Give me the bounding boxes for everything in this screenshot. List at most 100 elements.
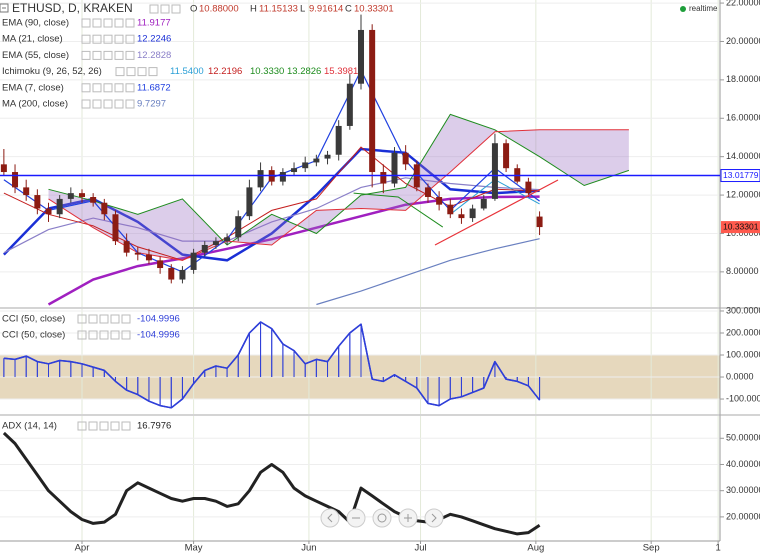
legend-control[interactable]	[160, 4, 170, 14]
indicator-value: 15.3981	[324, 66, 358, 77]
legend-control[interactable]	[99, 330, 109, 340]
zoom-controls	[320, 508, 444, 528]
legend-control[interactable]	[99, 421, 109, 431]
ichimoku-cloud	[48, 114, 629, 261]
candle-body	[503, 143, 510, 169]
legend-control[interactable]	[103, 99, 113, 109]
legend-control[interactable]	[110, 330, 120, 340]
legend-control[interactable]	[149, 4, 159, 14]
cci-pane	[0, 309, 720, 414]
legend-control[interactable]	[77, 330, 87, 340]
indicator-value: 10.3330	[250, 66, 284, 77]
scroll-right-button[interactable]	[424, 508, 444, 528]
legend-control[interactable]	[114, 34, 124, 44]
legend-control[interactable]	[126, 67, 136, 77]
legend-control[interactable]	[92, 50, 102, 60]
reset-button[interactable]	[372, 508, 392, 528]
legend-control[interactable]	[121, 314, 131, 324]
last-price-label: 10.33301	[723, 221, 759, 231]
candle-body	[480, 198, 487, 209]
legend-control[interactable]	[114, 83, 124, 93]
y-tick-label: 20.00000	[726, 36, 760, 46]
legend-control[interactable]	[121, 421, 131, 431]
candle-body	[78, 193, 85, 197]
legend-control[interactable]	[103, 50, 113, 60]
y-tick-label: 8.00000	[726, 266, 759, 276]
legend-control[interactable]	[92, 34, 102, 44]
y-tick-label: 14.00000	[726, 151, 760, 161]
legend-control[interactable]	[125, 34, 135, 44]
legend-control[interactable]	[88, 421, 98, 431]
legend-control[interactable]	[114, 99, 124, 109]
candle-body	[358, 29, 365, 84]
indicator-line	[3, 177, 540, 254]
ohlc-key: L	[300, 4, 305, 15]
ichimoku-line	[48, 129, 629, 261]
legend-control[interactable]	[114, 50, 124, 60]
axes: 22.0000020.0000018.0000016.0000014.00000…	[75, 0, 760, 553]
y-tick-label: 40.00000	[726, 459, 760, 469]
y-tick-label: -100.0000	[726, 393, 760, 403]
legend-control[interactable]	[121, 330, 131, 340]
legend-control[interactable]	[81, 34, 91, 44]
candle-body	[0, 164, 7, 173]
icon	[431, 513, 437, 523]
candle-body	[56, 198, 63, 215]
indicator-name: EMA (90, close)	[2, 18, 69, 29]
candle-body	[212, 241, 219, 245]
legend-control[interactable]	[125, 50, 135, 60]
trend-line[interactable]	[434, 179, 559, 246]
collapse-icon[interactable]	[0, 3, 9, 13]
price-axis-area	[720, 0, 760, 553]
legends: ETHUSD, D, KRAKEN realtime O 10.88000 H 11.…	[0, 1, 718, 432]
legend-control[interactable]	[115, 67, 125, 77]
legend-control[interactable]	[125, 18, 135, 28]
candle-body	[34, 195, 41, 209]
legend-control[interactable]	[137, 67, 147, 77]
legend-control[interactable]	[92, 18, 102, 28]
x-tick-label: May	[185, 543, 203, 553]
legend-control[interactable]	[125, 99, 135, 109]
legend-control[interactable]	[171, 4, 181, 14]
legend-control[interactable]	[92, 99, 102, 109]
legend-control[interactable]	[125, 83, 135, 93]
candle-body	[424, 187, 431, 197]
legend-control[interactable]	[99, 314, 109, 324]
legend-control[interactable]	[88, 314, 98, 324]
ichimoku-line	[353, 192, 444, 228]
candle-body	[134, 252, 141, 255]
candle-body	[235, 216, 242, 238]
candle-body	[224, 237, 231, 242]
y-tick-label: 0.0000	[726, 371, 754, 381]
candle-body	[279, 172, 286, 182]
indicator-value: 11.5400	[170, 66, 204, 77]
legend-control[interactable]	[114, 18, 124, 28]
ohlc-value: 9.91614	[309, 4, 343, 15]
legend-control[interactable]	[81, 83, 91, 93]
legend-control[interactable]	[77, 421, 87, 431]
series-value: -104.9996	[137, 314, 180, 325]
legend-control[interactable]	[92, 83, 102, 93]
legend-control[interactable]	[148, 67, 158, 77]
x-tick-label: Jun	[301, 543, 316, 553]
legend-control[interactable]	[81, 18, 91, 28]
legend-control[interactable]	[110, 314, 120, 324]
legend-control[interactable]	[110, 421, 120, 431]
legend-control[interactable]	[77, 314, 87, 324]
candle-body	[12, 172, 19, 188]
candle-body	[67, 193, 74, 199]
scroll-left-button[interactable]	[320, 508, 340, 528]
indicator-value: 9.7297	[137, 99, 166, 110]
legend-control[interactable]	[81, 50, 91, 60]
candle-body	[123, 241, 130, 253]
legend-control[interactable]	[81, 99, 91, 109]
legend-control[interactable]	[88, 330, 98, 340]
x-tick-label: Sep	[643, 543, 660, 553]
legend-control[interactable]	[103, 83, 113, 93]
legend-control[interactable]	[103, 34, 113, 44]
legend-control[interactable]	[103, 18, 113, 28]
candle-body	[491, 143, 498, 199]
ichimoku-line	[48, 113, 630, 246]
candle-body	[101, 202, 108, 215]
